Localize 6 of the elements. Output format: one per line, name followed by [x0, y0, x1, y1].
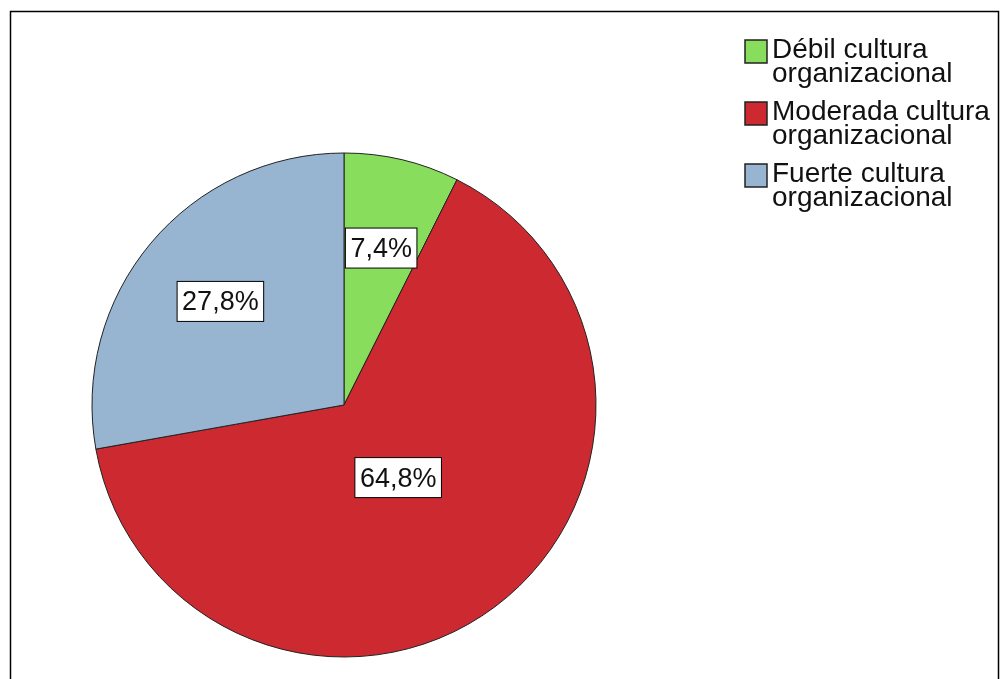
data-label: 27,8%	[182, 286, 259, 317]
legend-label: Fuerte cultura organizacional	[772, 157, 953, 212]
data-label: 7,4%	[350, 233, 412, 264]
legend-label: Moderada cultura organizacional	[772, 95, 991, 150]
legend-label: Débil cultura organizacional	[772, 33, 953, 88]
data-label: 64,8%	[359, 462, 437, 493]
